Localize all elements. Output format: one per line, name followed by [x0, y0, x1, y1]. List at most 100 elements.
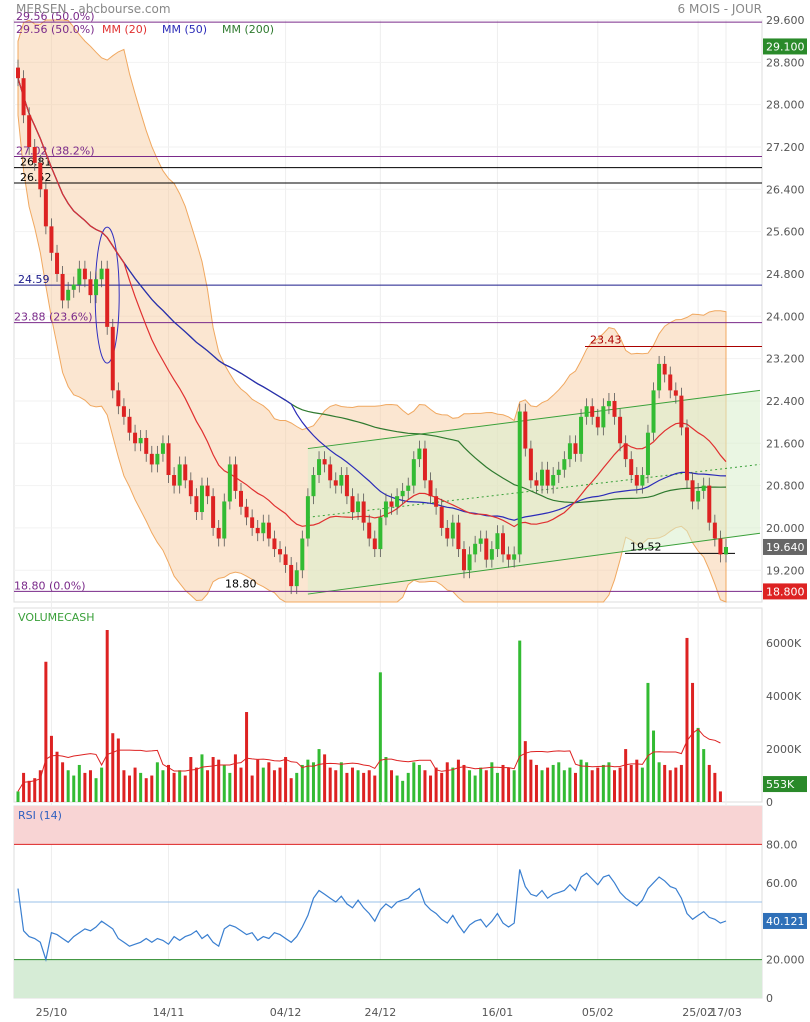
y-tick-label: 21.600	[766, 437, 805, 450]
candle-body	[43, 189, 48, 227]
rsi-tick-label: 20.000	[766, 954, 805, 967]
candle-body	[77, 268, 82, 285]
fib-0-label: 18.80 (0.0%)	[14, 579, 86, 592]
volume-bar	[144, 778, 148, 802]
candle-body	[623, 443, 628, 460]
candle-body	[233, 464, 238, 491]
candle-body	[428, 480, 433, 497]
volume-bar	[122, 770, 126, 802]
x-tick-label: 16/01	[482, 1006, 514, 1019]
volume-bar	[529, 759, 533, 802]
candle-body	[294, 570, 299, 587]
candle-body	[562, 459, 567, 470]
rsi-tick-label: 60.00	[766, 877, 798, 890]
high-label: 23.43	[590, 333, 622, 346]
volume-bar	[66, 770, 70, 802]
legend-fib: 29.56 (50.0%)	[16, 23, 95, 36]
volume-bar	[702, 749, 706, 802]
rsi-overbought-zone	[14, 806, 762, 845]
y-tick-label: 24.800	[766, 268, 805, 281]
candle-body	[38, 162, 43, 190]
volume-bar	[72, 775, 76, 802]
volume-bar	[507, 767, 511, 802]
candle-body	[55, 252, 60, 274]
volume-bar	[323, 754, 327, 802]
volume-bar	[362, 772, 366, 802]
candle-body	[528, 448, 533, 481]
price-badge-bg	[763, 38, 807, 55]
candle-body	[356, 501, 361, 513]
volume-bar	[38, 770, 42, 802]
candle-body	[584, 406, 589, 417]
candle-body	[183, 464, 188, 481]
volume-bar	[406, 772, 410, 802]
candle-body	[668, 374, 673, 391]
candle-body	[238, 490, 243, 507]
y-tick-label: 28.000	[766, 99, 805, 112]
volume-bar	[295, 772, 299, 802]
candle-body	[378, 517, 383, 550]
candle-body	[172, 475, 177, 486]
volume-bar	[111, 733, 115, 802]
volume-bar	[534, 764, 538, 802]
legend-mm50: MM (50)	[162, 23, 207, 36]
y-tick-label: 24.000	[766, 310, 805, 323]
volume-bar	[401, 780, 405, 802]
legend-mm200: MM (200)	[222, 23, 274, 36]
candle-body	[317, 459, 322, 476]
volume-bar	[512, 770, 516, 802]
volume-badge: 553K	[766, 778, 795, 791]
volume-bar	[77, 764, 81, 802]
channel-lower-line	[307, 532, 761, 595]
candle-body	[227, 464, 232, 502]
candle-body	[707, 485, 712, 523]
volume-bar	[267, 762, 271, 802]
candle-body	[155, 453, 160, 465]
volume-bar	[272, 770, 276, 802]
candle-body	[244, 506, 249, 518]
candle-body	[495, 533, 500, 550]
volume-bar	[239, 767, 243, 802]
volume-bar	[668, 770, 672, 802]
candle-body	[556, 469, 561, 476]
volume-bar	[217, 759, 221, 802]
y-tick-label: 26.400	[766, 183, 805, 196]
volume-bar	[624, 749, 628, 802]
volume-bar	[479, 767, 483, 802]
candle-body	[166, 443, 171, 476]
candle-body	[484, 538, 489, 560]
candle-body	[523, 411, 528, 449]
volume-bar	[501, 764, 505, 802]
volume-bar	[523, 741, 527, 802]
candle-body	[305, 496, 310, 539]
volume-bar	[429, 775, 433, 802]
candle-body	[121, 406, 126, 417]
volume-bar	[596, 767, 600, 802]
volume-bar	[601, 764, 605, 802]
candle-body	[634, 475, 639, 486]
volume-bar	[88, 770, 92, 802]
y-tick-label: 27.200	[766, 141, 805, 154]
volume-bar	[618, 767, 622, 802]
candle-body	[467, 554, 472, 571]
candle-body	[116, 390, 121, 407]
candle-body	[222, 501, 227, 539]
volume-bar	[568, 767, 572, 802]
candle-body	[127, 416, 132, 433]
y-tick-label: 25.600	[766, 226, 805, 239]
volume-bar	[484, 770, 488, 802]
candle-body	[629, 459, 634, 476]
volume-bar	[100, 767, 104, 802]
volume-bar	[546, 767, 550, 802]
volume-bar	[518, 640, 522, 802]
candle-body	[411, 459, 416, 486]
period-label: 6 MOIS - JOUR	[677, 2, 762, 16]
y-tick-label: 29.600	[766, 14, 805, 27]
volume-bar	[22, 772, 26, 802]
candle-body	[60, 273, 65, 301]
volume-bar	[328, 767, 332, 802]
y-tick-label: 20.800	[766, 480, 805, 493]
candle-body	[272, 538, 277, 550]
volume-bar	[613, 770, 617, 802]
